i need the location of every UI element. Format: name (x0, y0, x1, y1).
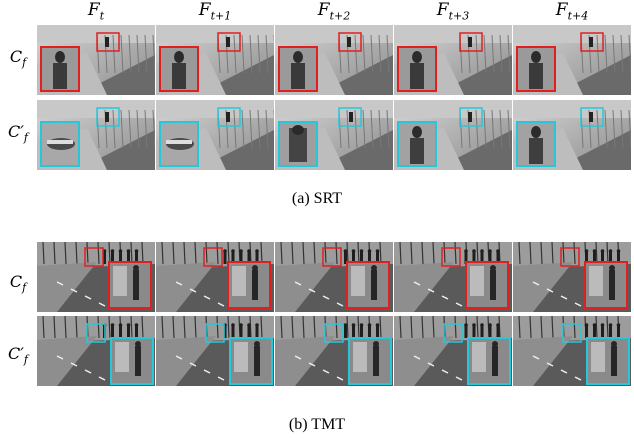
srt-frame-r2-c1 (37, 100, 155, 170)
srt-frame-r2-c5 (513, 100, 631, 170)
row-label-cf-srt: Cf (9, 47, 27, 70)
tmt-frame-r1-c2 (156, 242, 274, 312)
tmt-frame-r1-c1 (37, 242, 155, 312)
column-header-5: Ft+4 (555, 0, 589, 23)
column-header-3: Ft+2 (317, 0, 351, 23)
tmt-frame-r1-c4 (394, 242, 512, 312)
row-label-cf-tmt: Cf (9, 272, 27, 295)
tmt-frame-r2-c2 (156, 316, 274, 386)
srt-frame-r2-c3 (275, 100, 393, 170)
tmt-frame-r2-c3 (275, 316, 393, 386)
caption-tmt: (b) TMT (288, 416, 346, 433)
srt-frame-r1-c3 (275, 25, 393, 95)
caption-srt: (a) SRT (291, 190, 343, 207)
row-label-cfprime-srt: C′f (8, 122, 28, 145)
srt-frame-r1-c4 (394, 25, 512, 95)
row-label-cfprime-tmt: C′f (8, 344, 28, 367)
column-header-2: Ft+1 (198, 0, 232, 23)
tmt-frame-r2-c5 (513, 316, 631, 386)
tmt-frame-r1-c5 (513, 242, 631, 312)
srt-frame-r2-c2 (156, 100, 274, 170)
srt-frame-r2-c4 (394, 100, 512, 170)
column-header-4: Ft+3 (436, 0, 470, 23)
tmt-frame-r1-c3 (275, 242, 393, 312)
srt-frame-r1-c1 (37, 25, 155, 95)
column-header-1: Ft (87, 0, 105, 23)
tmt-frame-r2-c1 (37, 316, 155, 386)
srt-frame-r1-c2 (156, 25, 274, 95)
srt-frame-r1-c5 (513, 25, 631, 95)
tmt-frame-r2-c4 (394, 316, 512, 386)
